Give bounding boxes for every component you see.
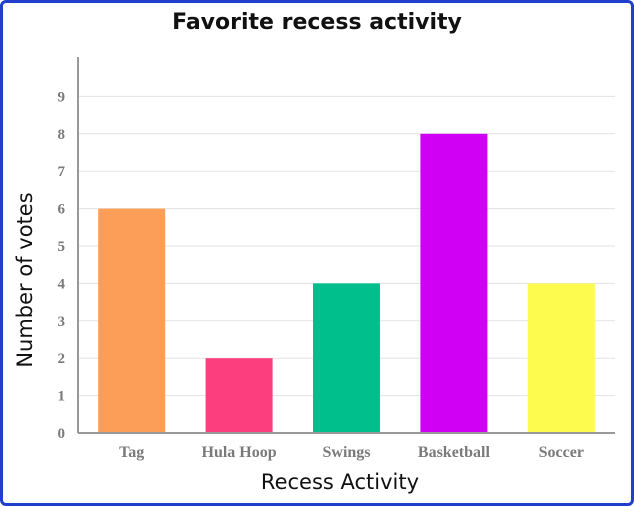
y-tick-label: 7 — [58, 164, 66, 180]
y-tick-labels: 0 1 2 3 4 5 6 7 8 9 — [58, 89, 66, 442]
x-tick-label: Hula Hoop — [202, 444, 277, 461]
y-tick-label: 1 — [58, 389, 66, 405]
bar — [98, 208, 166, 433]
x-axis-label: Recess Activity — [260, 470, 420, 494]
x-tick-labels: Tag Hula Hoop Swings Basketball Soccer — [119, 444, 584, 461]
bars — [98, 133, 595, 434]
bar — [313, 283, 380, 433]
x-tick-label: Tag — [119, 444, 144, 461]
y-tick-label: 0 — [58, 426, 66, 442]
bar — [420, 133, 488, 434]
y-tick-label: 9 — [58, 89, 66, 105]
x-tick-label: Basketball — [418, 444, 491, 461]
x-tick-label: Soccer — [539, 444, 584, 461]
y-tick-label: 3 — [58, 314, 66, 330]
y-tick-label: 5 — [58, 239, 66, 255]
chart-title: Favorite recess activity — [172, 10, 462, 35]
bar — [205, 358, 273, 433]
y-tick-label: 4 — [58, 276, 66, 292]
y-tick-label: 2 — [58, 351, 66, 367]
x-tick-label: Swings — [322, 444, 370, 461]
y-tick-label: 8 — [58, 127, 66, 143]
bar — [527, 283, 595, 433]
y-tick-label: 6 — [58, 202, 66, 218]
